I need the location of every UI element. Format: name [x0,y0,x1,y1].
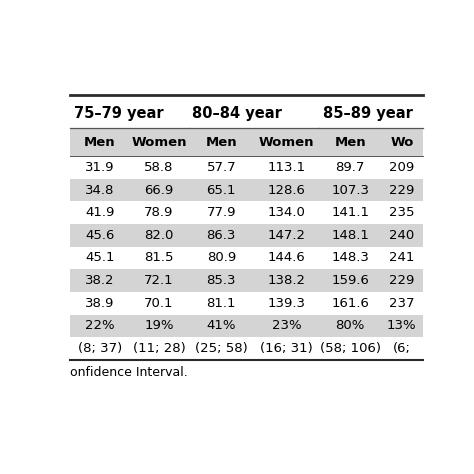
Text: 38.9: 38.9 [85,297,115,310]
Text: 58.8: 58.8 [144,161,173,174]
Text: Men: Men [84,136,116,149]
Text: 138.2: 138.2 [268,274,306,287]
Text: 70.1: 70.1 [144,297,173,310]
Text: 75–79 year: 75–79 year [74,106,164,121]
Text: 31.9: 31.9 [85,161,115,174]
Text: (25; 58): (25; 58) [195,342,247,355]
Bar [70,315,423,337]
Text: 45.6: 45.6 [85,229,115,242]
Text: 237: 237 [389,297,415,310]
Text: (6;: (6; [393,342,411,355]
Text: 19%: 19% [144,319,173,332]
Text: 57.7: 57.7 [207,161,236,174]
Text: 82.0: 82.0 [144,229,173,242]
Text: 81.1: 81.1 [207,297,236,310]
Text: onfidence Interval.: onfidence Interval. [70,366,188,379]
Text: 134.0: 134.0 [268,206,306,219]
Text: 80.9: 80.9 [207,252,236,264]
Text: 81.5: 81.5 [144,252,173,264]
Text: 41.9: 41.9 [85,206,115,219]
Bar [70,224,423,246]
Text: 229: 229 [389,274,414,287]
Text: 80%: 80% [336,319,365,332]
Bar [70,269,423,292]
Text: 34.8: 34.8 [85,183,115,197]
Text: 85–89 year: 85–89 year [323,106,413,121]
Bar [70,128,423,156]
Text: 209: 209 [389,161,414,174]
Text: 23%: 23% [272,319,301,332]
Text: 41%: 41% [207,319,236,332]
Text: 148.1: 148.1 [331,229,369,242]
Text: 241: 241 [389,252,414,264]
Text: 144.6: 144.6 [268,252,306,264]
Text: 113.1: 113.1 [268,161,306,174]
Text: 235: 235 [389,206,415,219]
Text: 107.3: 107.3 [331,183,369,197]
Text: Wo: Wo [390,136,413,149]
Text: 139.3: 139.3 [268,297,306,310]
Text: 86.3: 86.3 [207,229,236,242]
Text: 148.3: 148.3 [331,252,369,264]
Text: 161.6: 161.6 [331,297,369,310]
Text: 147.2: 147.2 [268,229,306,242]
Text: 159.6: 159.6 [331,274,369,287]
Text: Men: Men [205,136,237,149]
Text: Men: Men [334,136,366,149]
Text: 80–84 year: 80–84 year [192,106,282,121]
Text: 78.9: 78.9 [144,206,173,219]
Text: 38.2: 38.2 [85,274,115,287]
Text: 77.9: 77.9 [207,206,236,219]
Text: 45.1: 45.1 [85,252,115,264]
Text: 85.3: 85.3 [207,274,236,287]
Text: 13%: 13% [387,319,417,332]
Text: 89.7: 89.7 [336,161,365,174]
Text: 128.6: 128.6 [268,183,306,197]
Text: 72.1: 72.1 [144,274,174,287]
Text: 141.1: 141.1 [331,206,369,219]
Text: (8; 37): (8; 37) [78,342,122,355]
Text: 22%: 22% [85,319,115,332]
Text: 229: 229 [389,183,414,197]
Text: (11; 28): (11; 28) [133,342,185,355]
Text: Women: Women [131,136,187,149]
Text: 66.9: 66.9 [145,183,173,197]
Text: 240: 240 [389,229,414,242]
Bar [70,179,423,201]
Text: (58; 106): (58; 106) [319,342,381,355]
Text: Women: Women [259,136,314,149]
Text: 65.1: 65.1 [207,183,236,197]
Text: (16; 31): (16; 31) [260,342,313,355]
